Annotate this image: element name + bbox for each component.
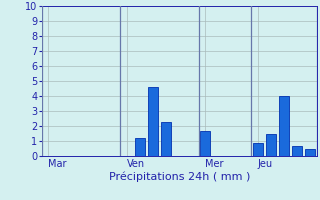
Bar: [305, 148, 315, 156]
Bar: [161, 121, 171, 156]
Bar: [135, 138, 145, 156]
X-axis label: Précipitations 24h ( mm ): Précipitations 24h ( mm ): [108, 172, 250, 182]
Bar: [279, 96, 289, 156]
Bar: [253, 142, 263, 156]
Bar: [266, 134, 276, 156]
Bar: [148, 87, 158, 156]
Bar: [292, 146, 302, 156]
Bar: [201, 130, 210, 156]
